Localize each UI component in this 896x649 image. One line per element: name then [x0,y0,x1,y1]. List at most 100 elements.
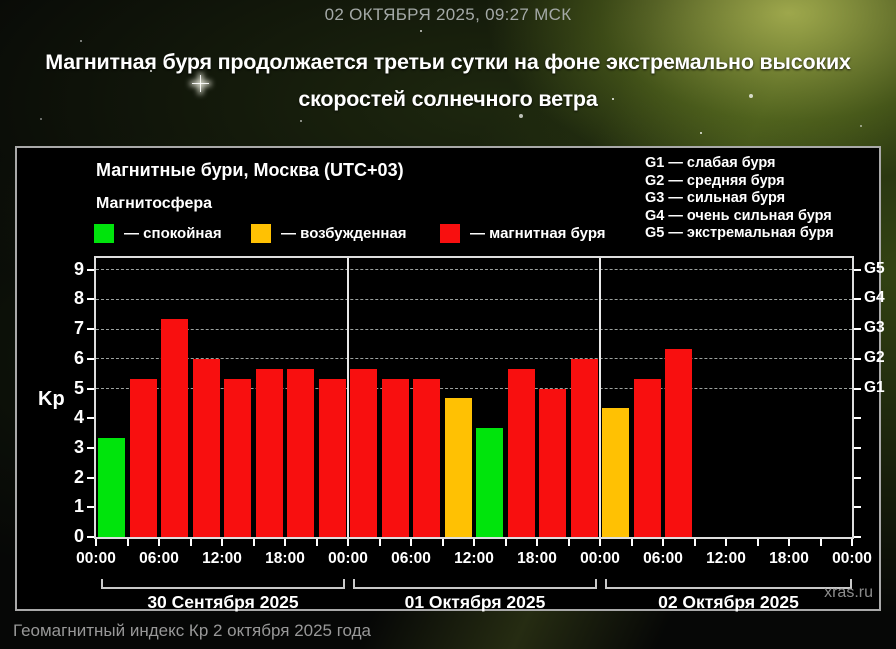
y-axis-tick-right [854,357,861,360]
x-axis-tick [95,539,97,546]
x-axis-tick [347,539,349,546]
kp-bar-storm [129,378,157,537]
page-title: Магнитная буря продолжается третьи сутки… [45,50,851,111]
x-axis-tick [536,539,538,546]
kp-bar-storm [633,378,661,537]
y-axis-label: 7 [73,318,84,339]
right-axis-label-g3: G3 [864,319,885,337]
x-axis-label: 00:00 [76,550,116,567]
legend-label-active: — возбужденная [281,224,407,242]
legend-swatch-active [251,223,271,243]
x-axis-label: 18:00 [265,550,305,567]
x-axis-label: 00:00 [832,550,872,567]
chart-title: Магнитные бури, Москва (UTC+03) [96,160,404,180]
kp-bar-storm [507,368,535,537]
x-axis-tick [567,539,570,546]
kp-bar-storm [161,319,188,537]
background-stars-icon [150,70,152,72]
day-date-label: 30 Сентября 2025 [147,592,299,612]
kp-bar-storm [381,378,409,537]
x-axis-tick [158,539,160,546]
x-axis-label: 18:00 [769,550,809,567]
g-legend-line-g1: G1 — слабая буря [645,155,776,171]
watermark: xras.ru [824,584,873,601]
chart-subtitle: Магнитосфера [96,195,213,212]
kp-bar-storm [570,358,598,537]
y-axis-tick-right [854,328,861,331]
kp-bar-active [444,398,472,537]
g-legend-line-g3: G3 — сильная буря [645,190,786,207]
x-axis-tick [599,539,601,546]
g-legend-line-g5: G5 — экстремальная буря [645,225,834,242]
x-axis-tick [189,539,192,546]
y-axis-tick-left [87,446,94,449]
x-axis-label: 12:00 [202,550,242,567]
right-axis-label-g5: G5 [864,259,885,277]
x-axis-tick [126,539,129,546]
x-axis-tick [504,539,507,546]
x-axis-label: 06:00 [391,550,431,567]
y-axis-tick-left [87,476,94,479]
y-axis-tick-right [854,506,861,509]
y-axis-tick-left [87,298,94,301]
y-axis-tick-right [854,536,861,538]
x-axis-label: 00:00 [580,550,620,567]
kp-bar-storm [539,388,566,537]
x-axis-tick [788,539,790,546]
kp-bar-storm [318,378,346,537]
y-axis-tick-left [87,357,94,360]
y-axis-label: 9 [73,258,84,279]
legend-label-quiet: — спокойная [124,224,222,242]
kp-bar-storm [413,378,440,537]
x-axis-tick [630,539,633,546]
y-axis-tick-right [854,387,861,390]
day-date-label: 01 Октября 2025 [404,592,546,612]
g-legend-line-g4: G4 — очень сильная буря [645,207,832,224]
x-axis-tick [693,539,696,546]
x-axis-tick [725,539,727,546]
chart-panel: Магнитные бури, Москва (UTC+03) Магнитос… [15,146,885,612]
kp-bar-active [602,408,629,537]
x-axis-tick [473,539,475,546]
x-axis-tick [819,539,822,546]
y-axis-tick-left [87,417,94,420]
kp-bar-storm [665,348,692,537]
y-axis-label: 2 [73,466,84,487]
day-bracket [353,579,597,589]
y-axis-label: 3 [73,436,84,457]
g-scale-legend: G1 — слабая буря G2 — средняя буря G3 — … [645,155,834,243]
legend-swatch-storm [440,223,460,243]
kp-bar-storm [192,358,220,537]
y-axis-title: Kp [38,388,65,410]
legend-item-quiet: — спокойная [94,222,222,244]
y-axis-tick-left [87,536,94,538]
x-axis-tick [252,539,255,546]
gridline-kp5 [96,388,852,389]
x-axis-label: 06:00 [643,550,683,567]
y-axis-tick-right [854,417,861,420]
kp-bar-quiet [476,428,503,537]
x-axis-tick [284,539,286,546]
x-axis-label: 12:00 [706,550,746,567]
y-axis-tick-left [87,387,94,390]
y-axis-label: 1 [73,496,84,517]
legend-swatch-quiet [94,223,114,243]
kp-bar-storm [350,368,377,537]
image-caption: Геомагнитный индекс Кр 2 октября 2025 го… [13,621,372,640]
x-axis-label: 06:00 [139,550,179,567]
x-axis-tick [315,539,318,546]
x-axis-label: 18:00 [517,550,557,567]
legend-label-storm: — магнитная буря [470,224,606,242]
star-glow-icon [192,75,209,92]
gridline-kp8 [96,298,852,300]
legend-item-storm: — магнитная буря [440,222,606,244]
x-axis-tick [851,539,853,546]
x-axis-label: 00:00 [328,550,368,567]
kp-bar-storm [255,368,283,537]
legend-item-active: — возбужденная [251,222,407,244]
y-axis-label: 6 [73,347,84,368]
g-legend-line-g2: G2 — средняя буря [645,172,785,189]
x-axis-tick [662,539,664,546]
plot-area: 0 1 2 3 4 5 6 7 8 9 G1 G2 G3 G4 G5 00:00 06:00 12:00 18:00… [38,256,885,612]
